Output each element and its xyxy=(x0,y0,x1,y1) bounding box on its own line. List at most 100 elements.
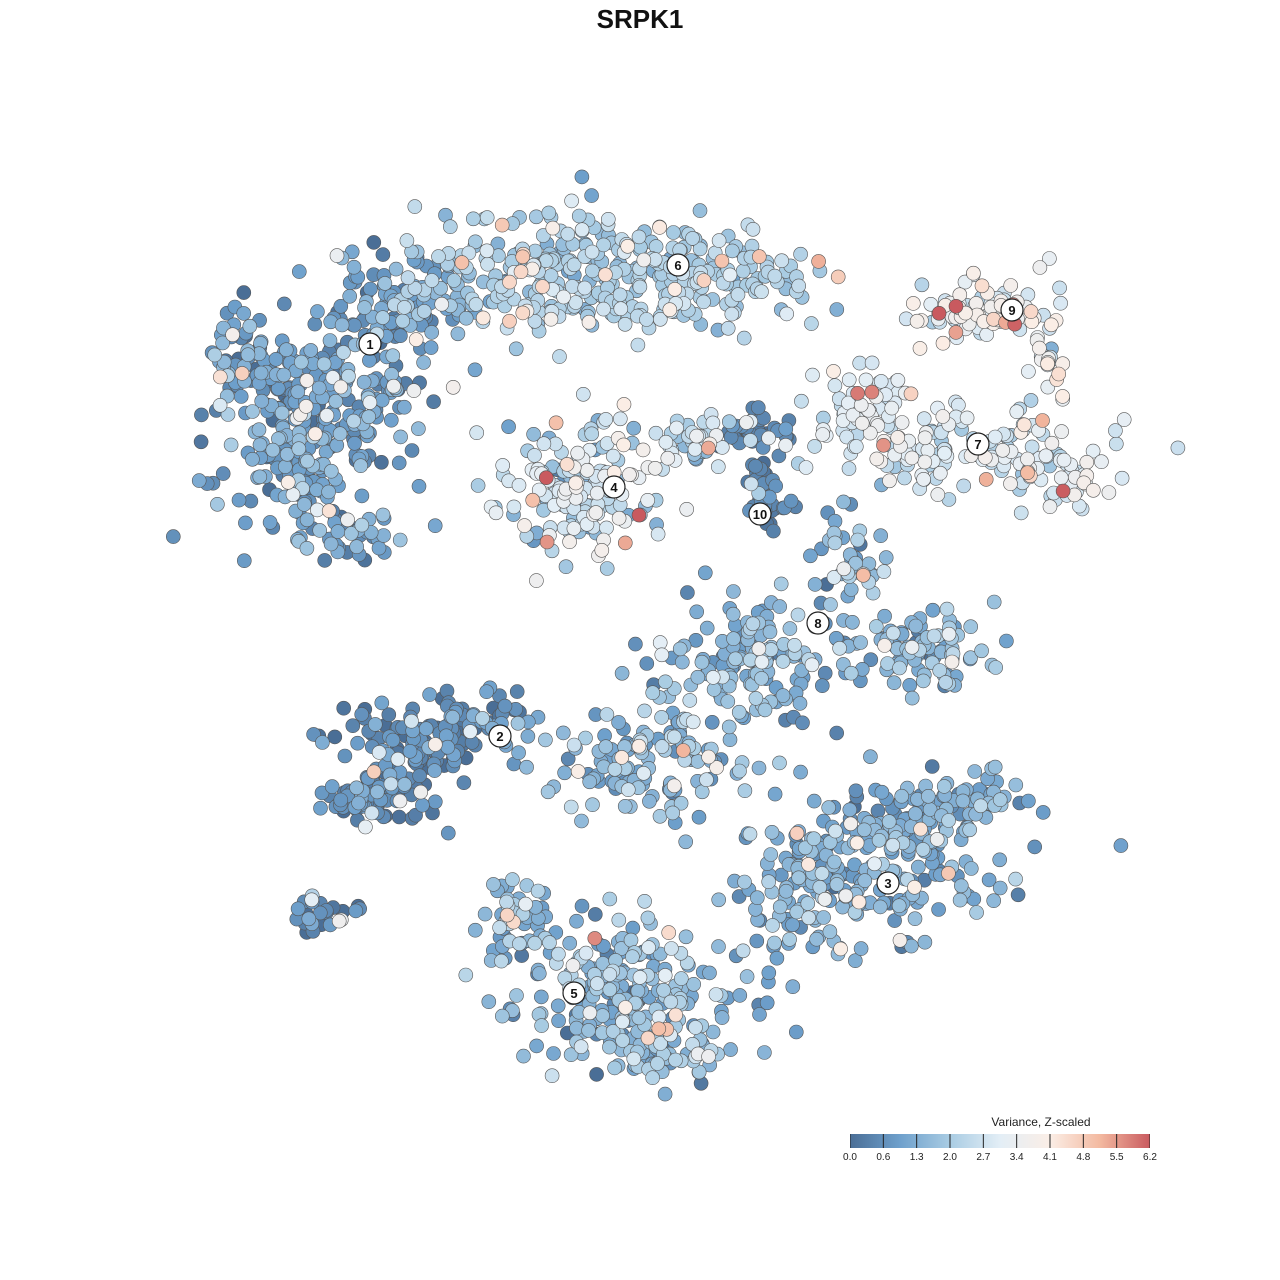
cell-point xyxy=(253,365,269,381)
cluster-label-5: 5 xyxy=(562,981,586,1005)
cell-point xyxy=(678,929,694,945)
cell-point xyxy=(340,512,355,528)
cell-point xyxy=(841,461,857,476)
cell-point xyxy=(750,400,766,415)
cell-point xyxy=(826,854,842,870)
cell-point xyxy=(637,703,652,719)
cell-point xyxy=(652,808,668,824)
cell-point xyxy=(290,901,306,917)
cell-point xyxy=(397,300,412,315)
cell-point xyxy=(381,707,397,723)
cell-point xyxy=(408,332,424,347)
cell-point xyxy=(691,809,707,825)
cell-point xyxy=(578,945,594,961)
cell-point xyxy=(280,474,296,490)
cell-point xyxy=(938,675,954,690)
cell-point xyxy=(948,298,964,314)
cell-point xyxy=(501,419,516,435)
cell-point xyxy=(534,1018,549,1033)
cell-point xyxy=(237,553,252,569)
cell-point xyxy=(600,212,616,227)
cell-point xyxy=(512,936,527,952)
cell-point xyxy=(999,633,1014,649)
cell-point xyxy=(540,784,556,800)
cell-point xyxy=(849,835,865,851)
cell-point xyxy=(852,355,868,371)
cell-point xyxy=(785,979,801,995)
cell-point xyxy=(739,969,755,984)
cell-point xyxy=(166,529,181,544)
cell-point xyxy=(616,397,632,412)
cell-point xyxy=(366,764,382,780)
cell-point xyxy=(254,393,270,409)
cell-point xyxy=(611,510,627,526)
cell-point xyxy=(749,890,765,906)
cell-point xyxy=(616,437,631,453)
cell-point xyxy=(909,313,925,329)
cell-point xyxy=(636,252,652,268)
color-legend: Variance, Z-scaled 0.0 0.6 1.3 2.0 2.7 3.4 4.1… xyxy=(836,1112,1166,1172)
cell-point xyxy=(582,774,598,790)
cell-point xyxy=(427,794,443,810)
cell-point xyxy=(772,599,788,614)
cell-point xyxy=(773,576,789,592)
cell-point xyxy=(391,455,407,471)
cell-point xyxy=(1023,393,1039,408)
cell-point xyxy=(763,847,779,862)
cell-point xyxy=(236,306,251,321)
cell-point xyxy=(406,383,422,398)
cell-point xyxy=(926,628,942,644)
cell-point xyxy=(868,619,884,634)
cell-point xyxy=(666,225,681,240)
cell-point xyxy=(234,366,250,381)
cell-point xyxy=(793,764,808,780)
cell-point xyxy=(371,540,387,556)
cell-point xyxy=(966,265,981,281)
cell-point xyxy=(788,1024,804,1040)
cell-point xyxy=(383,776,399,792)
cell-point xyxy=(296,497,312,512)
cell-point xyxy=(479,210,495,225)
cell-point xyxy=(637,893,652,909)
cell-point xyxy=(666,729,682,745)
cell-point xyxy=(869,451,885,467)
cell-point xyxy=(863,652,879,668)
cell-point xyxy=(963,861,979,876)
cell-point xyxy=(300,453,315,469)
cell-point xyxy=(1054,470,1069,486)
cell-point xyxy=(843,665,859,681)
cell-point xyxy=(959,410,975,426)
cell-point xyxy=(640,492,656,508)
cell-point xyxy=(956,478,972,494)
cell-point xyxy=(664,941,679,956)
cell-point xyxy=(761,874,777,890)
cell-point xyxy=(330,524,346,539)
cell-point xyxy=(620,782,636,798)
cell-point xyxy=(805,367,820,383)
cell-point xyxy=(763,642,779,657)
cell-point xyxy=(458,967,474,983)
cell-point xyxy=(551,946,566,962)
cell-point xyxy=(395,313,411,329)
cell-point xyxy=(440,739,456,755)
cell-point xyxy=(324,779,340,794)
legend-tick-label: 1.3 xyxy=(909,1152,924,1163)
cell-point xyxy=(348,903,364,919)
cell-point xyxy=(843,582,859,597)
cell-point xyxy=(1113,838,1129,853)
cell-point xyxy=(699,620,715,636)
cell-point xyxy=(345,718,361,734)
cell-point xyxy=(768,478,784,494)
cell-point xyxy=(987,759,1003,775)
cell-point xyxy=(675,743,691,758)
cell-point xyxy=(682,693,698,708)
cell-point xyxy=(904,450,920,466)
cell-point xyxy=(801,910,817,926)
cell-point xyxy=(790,607,806,623)
cell-point xyxy=(397,777,412,792)
cell-point xyxy=(751,641,767,657)
cell-point xyxy=(772,755,787,771)
cell-point xyxy=(902,677,918,693)
cell-point xyxy=(418,721,434,737)
cell-point xyxy=(939,601,955,617)
